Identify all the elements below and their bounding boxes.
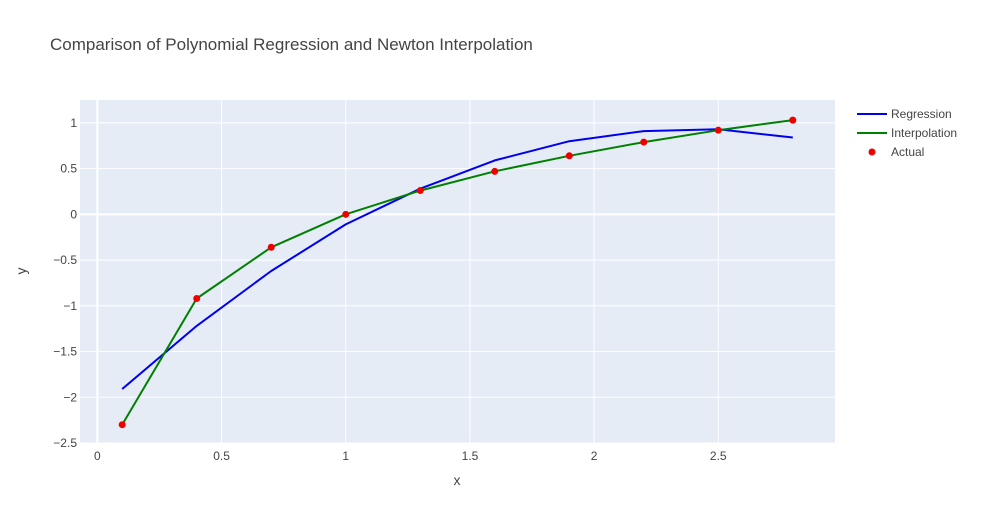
y-axis-ticks: 1 0.5 0 −0.5 −1 −1.5 −2 −2.5 [53, 116, 77, 450]
data-point-actual [640, 138, 648, 146]
y-tick-label: −1 [63, 299, 77, 313]
chart-title: Comparison of Polynomial Regression and … [50, 35, 533, 54]
y-tick-label: 0 [70, 207, 77, 221]
data-point-actual [118, 421, 126, 429]
x-tick-label: 1.5 [462, 449, 479, 463]
data-point-actual [789, 116, 797, 124]
series-line-regression [121, 128, 793, 390]
data-point-actual [714, 126, 722, 134]
y-tick-label: −0.5 [53, 253, 77, 267]
legend-item-regression[interactable]: Regression [857, 107, 952, 121]
x-axis-label: x [454, 472, 461, 488]
y-tick-label: 0.5 [60, 162, 77, 176]
y-tick-label: −1.5 [53, 345, 77, 359]
data-point-actual [565, 152, 573, 160]
y-tick-label: 1 [70, 116, 77, 130]
plot-area [80, 100, 835, 443]
data-point-actual [416, 187, 424, 195]
y-tick-label: −2 [63, 390, 77, 404]
x-tick-label: 1 [342, 449, 349, 463]
legend-item-interpolation[interactable]: Interpolation [857, 126, 957, 140]
legend-swatch-actual [868, 148, 876, 156]
y-tick-label: −2.5 [53, 436, 77, 450]
legend-item-actual[interactable]: Actual [868, 145, 925, 159]
data-point-actual [342, 210, 350, 218]
data-point-actual [491, 167, 499, 175]
y-axis-label: y [13, 268, 29, 275]
legend[interactable]: Regression Interpolation Actual [857, 107, 957, 159]
legend-label-interpolation: Interpolation [891, 126, 957, 140]
series-line-interpolation [121, 119, 793, 426]
x-tick-label: 2.5 [710, 449, 727, 463]
x-axis-ticks: 0 0.5 1 1.5 2 2.5 [94, 449, 727, 463]
series-layer [118, 116, 797, 429]
legend-label-actual: Actual [891, 145, 924, 159]
data-point-actual [193, 294, 201, 302]
data-point-actual [267, 243, 275, 251]
grid [80, 100, 835, 444]
x-tick-label: 0 [94, 449, 101, 463]
x-tick-label: 2 [591, 449, 598, 463]
x-tick-label: 0.5 [213, 449, 230, 463]
legend-label-regression: Regression [891, 107, 952, 121]
